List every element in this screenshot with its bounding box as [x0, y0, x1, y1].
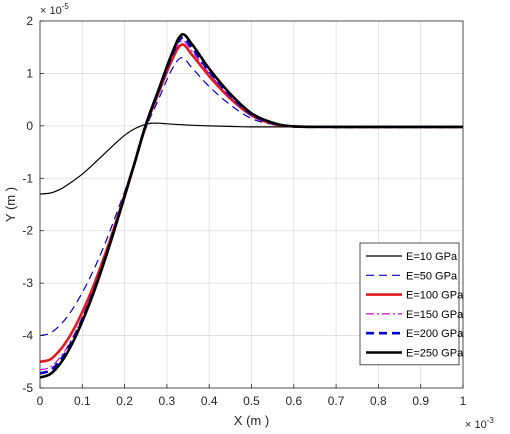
axis-ticks: 0 0.1 0.2 0.3 0.4 0.5 0.6 0.7 0.8 0.9 1 -5 -4 -3 -2 -1 0…	[22, 14, 466, 408]
y-tick-label: -5	[22, 381, 33, 395]
legend-label-4: E=150 GPa	[406, 309, 464, 321]
y-tick-label: 0	[26, 119, 33, 133]
y-exponent-label: × 10-5	[40, 2, 69, 17]
x-tick-label: 0.7	[328, 394, 345, 408]
x-tick-label: 0.1	[74, 394, 91, 408]
x-axis-label: X (m )	[234, 413, 269, 428]
y-tick-label: -1	[22, 171, 33, 185]
x-tick-label: 0.8	[370, 394, 387, 408]
series-layer	[39, 33, 463, 379]
x-tick-label: 1	[460, 394, 467, 408]
x-exponent-label: × 10-3	[465, 416, 494, 431]
x-tick-label: 0.3	[159, 394, 176, 408]
series-line-6	[39, 33, 463, 379]
y-tick-label: -3	[22, 276, 33, 290]
x-tick-label: 0.6	[285, 394, 302, 408]
legend: E=10 GPa E=50 GPa E=100 GPa E=150 GPa E=200 …	[359, 242, 464, 366]
x-tick-label: 0	[37, 394, 44, 408]
x-tick-label: 0.5	[243, 394, 260, 408]
legend-label-3: E=100 GPa	[406, 290, 464, 302]
y-axis-label: Y (m )	[3, 187, 18, 222]
x-tick-label: 0.9	[412, 394, 429, 408]
y-tick-label: 2	[26, 14, 33, 28]
legend-label-2: E=50 GPa	[406, 270, 458, 282]
x-tick-label: 0.2	[116, 394, 133, 408]
y-tick-label: -2	[22, 224, 33, 238]
legend-box	[359, 242, 460, 366]
legend-label-6: E=250 GPa	[406, 348, 464, 360]
legend-label-1: E=10 GPa	[406, 251, 458, 263]
x-tick-label: 0.4	[201, 394, 218, 408]
y-tick-label: 1	[26, 66, 33, 80]
legend-label-5: E=200 GPa	[406, 328, 464, 340]
y-tick-label: -4	[22, 329, 33, 343]
